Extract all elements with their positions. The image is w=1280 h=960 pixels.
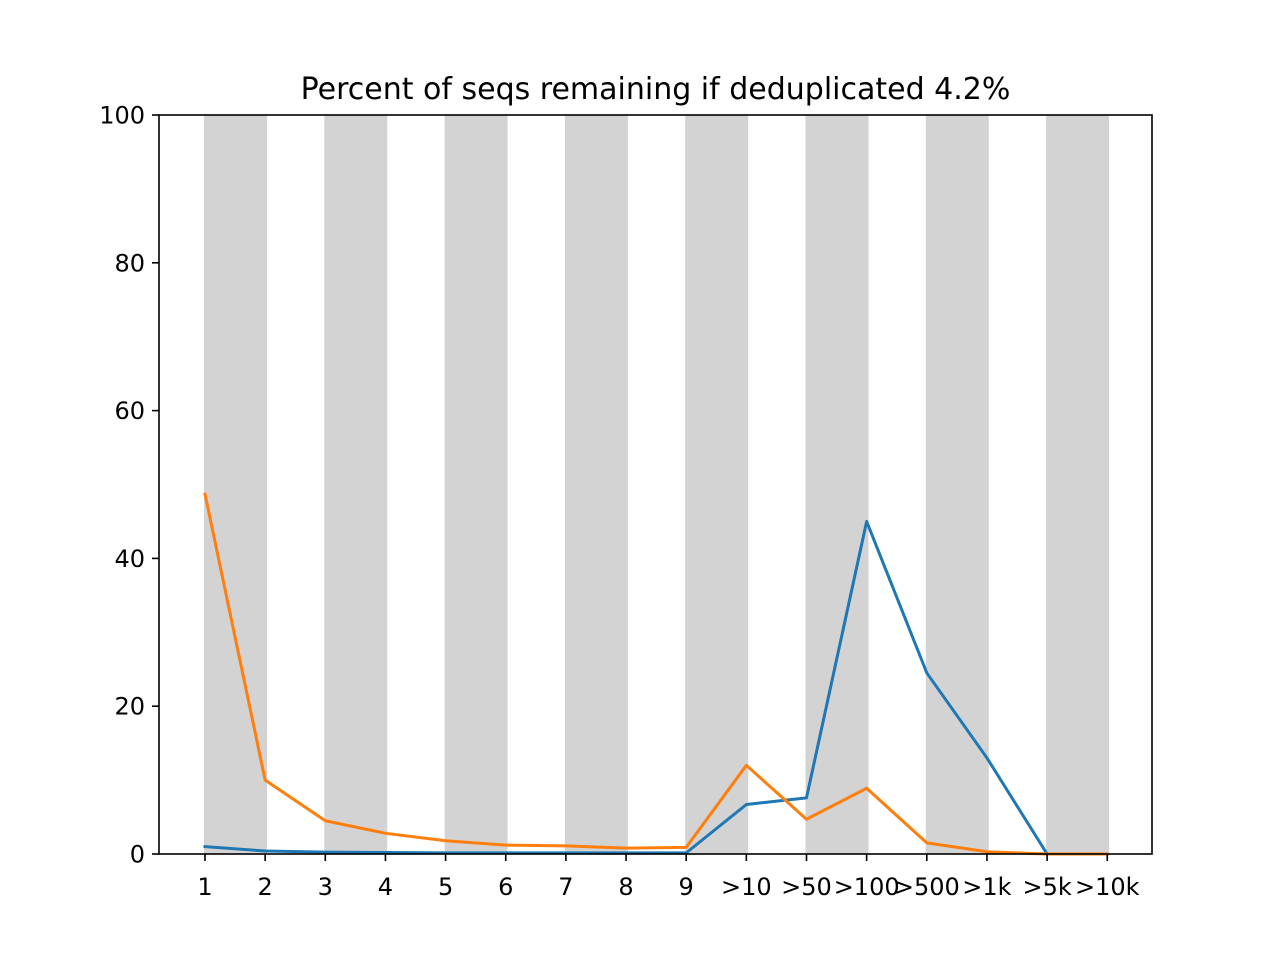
x-tick-label: >5k — [1022, 873, 1071, 901]
y-axis: 0 20 40 60 80 100 — [99, 102, 159, 869]
x-tick-label: >50 — [781, 873, 832, 901]
series-layer — [203, 492, 1109, 856]
x-tick-label: 1 — [197, 873, 212, 901]
x-tick-label: 8 — [618, 873, 633, 901]
y-tick-label: 40 — [114, 545, 145, 573]
x-tick-label: 5 — [438, 873, 453, 901]
x-tick-label: 7 — [558, 873, 573, 901]
background-bands — [204, 115, 1110, 854]
background-band — [805, 115, 869, 854]
y-tick-label: 100 — [99, 102, 145, 130]
y-tick-label: 60 — [114, 397, 145, 425]
x-tick-label: >500 — [894, 873, 960, 901]
background-band — [204, 115, 267, 854]
x-tick-label: >10k — [1075, 873, 1140, 901]
x-tick-label: 3 — [318, 873, 333, 901]
x-tick-label: >1k — [962, 873, 1011, 901]
axes-frame — [158, 114, 1153, 855]
y-tick-label: 80 — [114, 249, 145, 277]
chart-title: Percent of seqs remaining if deduplicate… — [301, 72, 1011, 107]
series-line-2 — [203, 492, 1109, 856]
background-band — [324, 115, 388, 854]
x-tick-label: 2 — [258, 873, 273, 901]
background-band — [564, 115, 628, 854]
background-band — [925, 115, 989, 854]
background-band — [685, 115, 749, 854]
x-tick-label: 4 — [378, 873, 393, 901]
x-tick-label: 9 — [679, 873, 694, 901]
x-tick-label: >10 — [721, 873, 772, 901]
y-tick-label: 20 — [114, 693, 145, 721]
x-tick-label: >100 — [834, 873, 900, 901]
background-band — [444, 115, 508, 854]
series-line-1 — [203, 519, 1109, 856]
x-axis: 1 2 3 4 5 6 7 8 9 >10 >50 >100>500 >1k >5k >10k — [197, 854, 1140, 901]
x-tick-label: 6 — [498, 873, 513, 901]
background-band — [1046, 115, 1110, 854]
y-tick-label: 0 — [130, 841, 145, 869]
